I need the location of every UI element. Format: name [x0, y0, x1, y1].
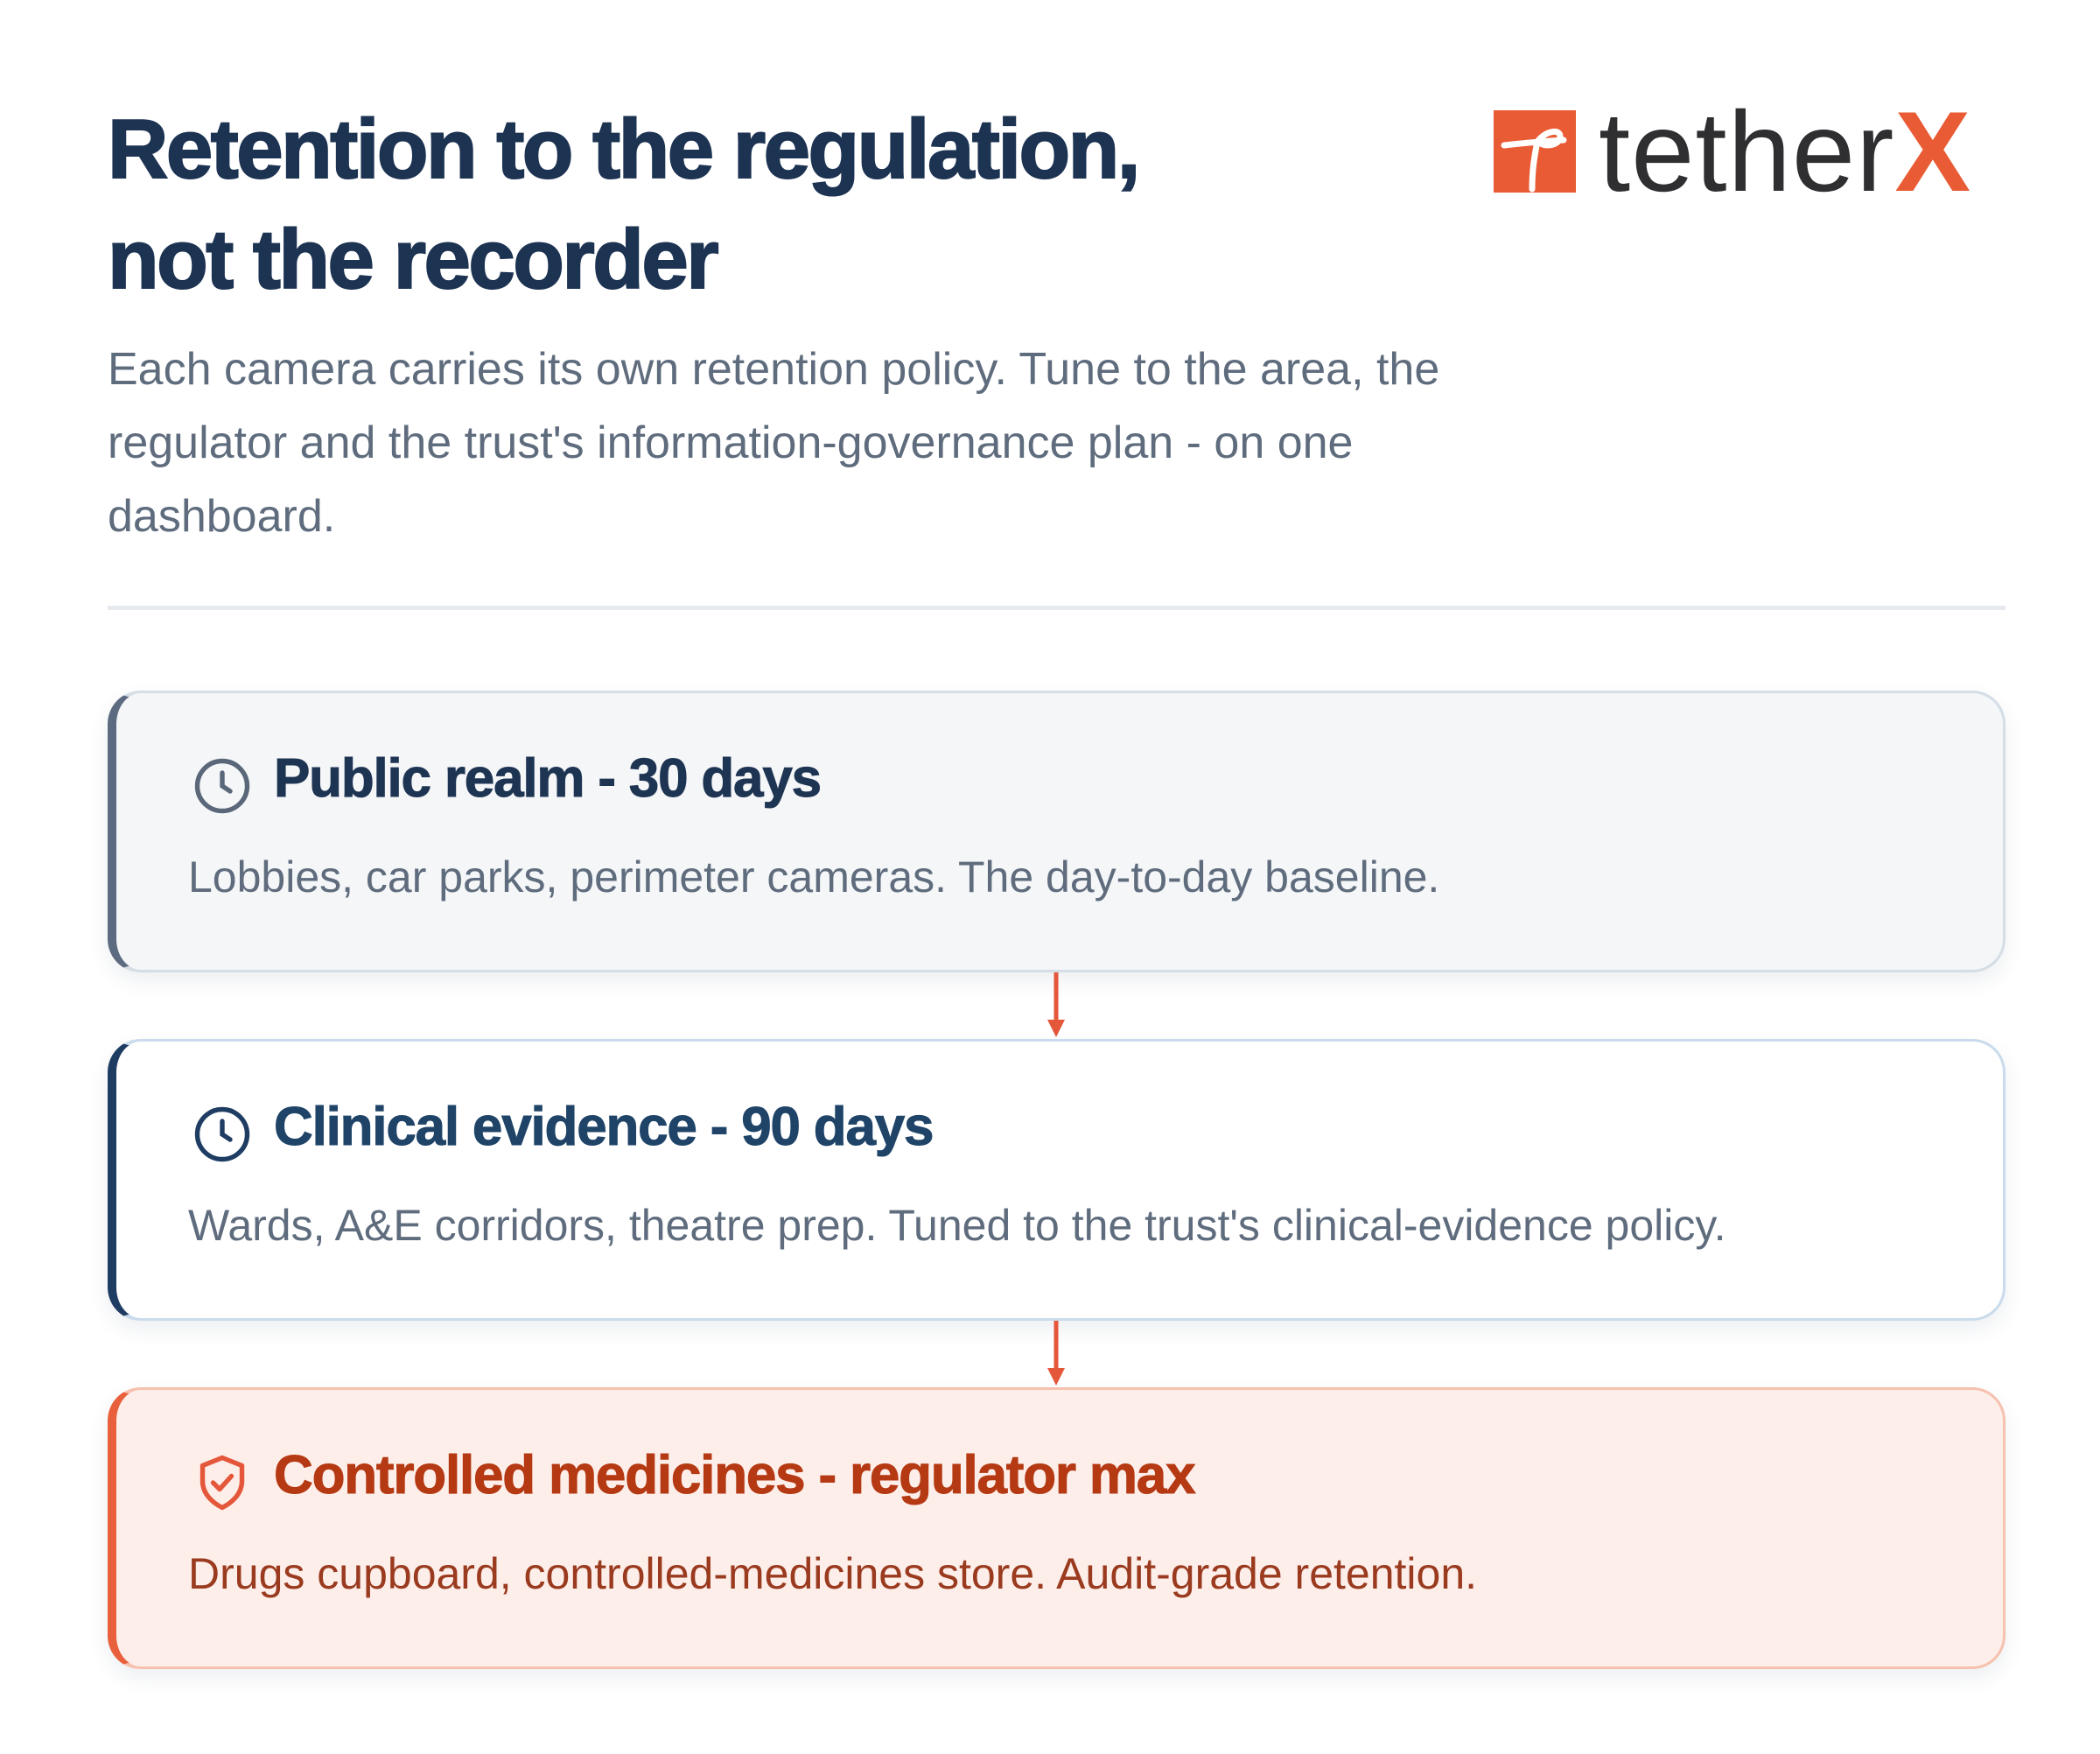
shield-icon: [200, 1455, 245, 1511]
clock-icon: [194, 1106, 250, 1162]
title-line: Retention to the regulation,: [107, 102, 1141, 197]
card: Clinical evidence - 90 days Wards, A&E c…: [108, 1039, 2006, 1321]
card: Controlled medicines - regulator max Dru…: [108, 1387, 2006, 1669]
card-description: Wards, A&E corridors, theatre prep. Tune…: [188, 1201, 1726, 1250]
card-heading: Controlled medicines - regulator max: [273, 1445, 1196, 1506]
card-description: Lobbies, car parks, perimeter cameras. T…: [188, 852, 1440, 902]
card-description: Drugs cupboard, controlled-medicines sto…: [188, 1549, 1478, 1598]
divider: [108, 606, 2006, 610]
arrow: [1047, 972, 1065, 1037]
card-heading: Clinical evidence - 90 days: [273, 1097, 934, 1158]
logo-text: tetherX: [1599, 95, 1971, 208]
subtitle: Each camera carries its own retention po…: [108, 344, 1440, 542]
logo-word: tether: [1599, 88, 1895, 215]
logo-accent: X: [1894, 88, 1972, 215]
card-heading: Public realm - 30 days: [274, 748, 822, 810]
title-line: not the recorder: [107, 212, 720, 307]
logo-icon: [1494, 110, 1576, 193]
arrow: [1047, 1321, 1065, 1386]
logo: tetherX: [1494, 95, 1971, 208]
card: Public realm - 30 days Lobbies, car park…: [108, 691, 2006, 972]
clock-icon: [194, 758, 250, 814]
title: Retention to the regulation, not the rec…: [107, 95, 1141, 315]
